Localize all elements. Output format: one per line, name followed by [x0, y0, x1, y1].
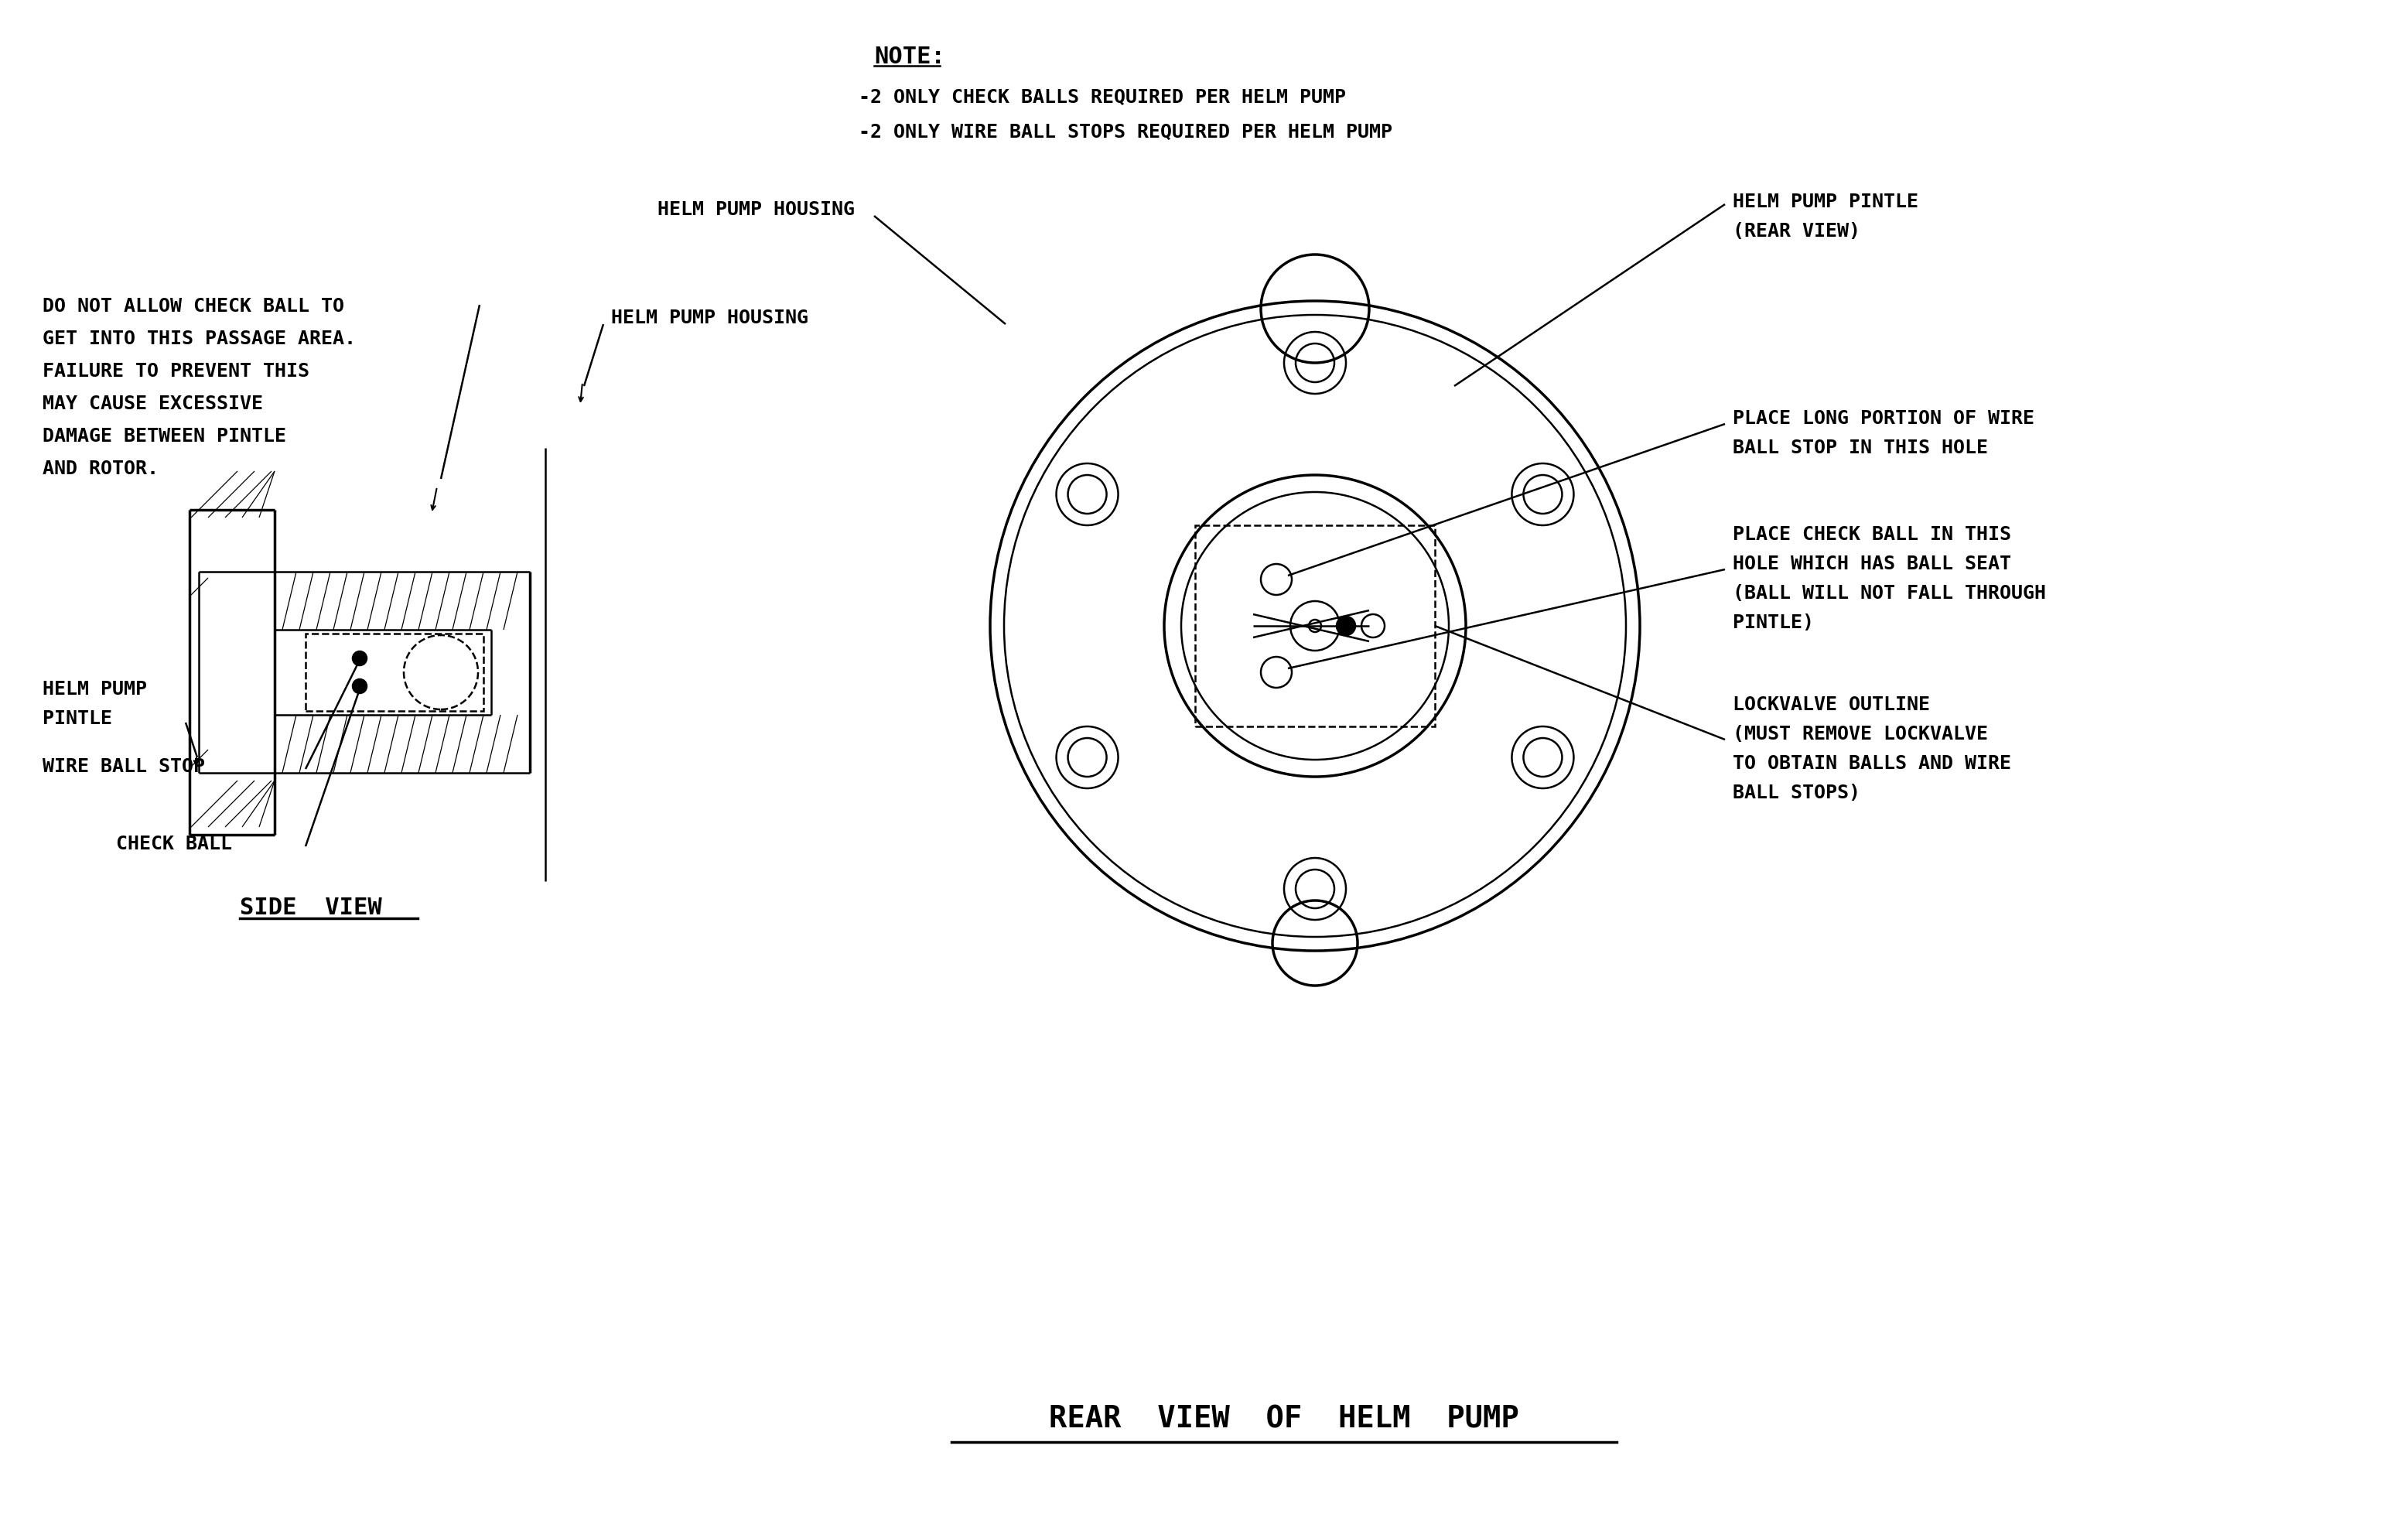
Text: (BALL WILL NOT FALL THROUGH: (BALL WILL NOT FALL THROUGH: [1734, 585, 2047, 603]
Text: WIRE BALL STOP: WIRE BALL STOP: [43, 758, 205, 776]
Text: HELM PUMP: HELM PUMP: [43, 680, 147, 698]
Text: FAILURE TO PREVENT THIS: FAILURE TO PREVENT THIS: [43, 361, 308, 381]
Text: PINTLE: PINTLE: [43, 709, 113, 727]
Text: DAMAGE BETWEEN PINTLE: DAMAGE BETWEEN PINTLE: [43, 427, 287, 446]
Circle shape: [352, 680, 366, 694]
Text: HELM PUMP PINTLE: HELM PUMP PINTLE: [1734, 193, 1919, 211]
Text: -2 ONLY CHECK BALLS REQUIRED PER HELM PUMP: -2 ONLY CHECK BALLS REQUIRED PER HELM PU…: [860, 89, 1346, 107]
Text: DO NOT ALLOW CHECK BALL TO: DO NOT ALLOW CHECK BALL TO: [43, 297, 344, 315]
Text: REAR  VIEW  OF  HELM  PUMP: REAR VIEW OF HELM PUMP: [1050, 1404, 1519, 1433]
Text: TO OBTAIN BALLS AND WIRE: TO OBTAIN BALLS AND WIRE: [1734, 755, 2011, 773]
Text: CHECK BALL: CHECK BALL: [116, 834, 231, 853]
Text: HOLE WHICH HAS BALL SEAT: HOLE WHICH HAS BALL SEAT: [1734, 554, 2011, 573]
Bar: [306, 634, 484, 710]
Text: NOTE:: NOTE:: [874, 46, 946, 67]
Circle shape: [1336, 617, 1356, 635]
Text: PINTLE): PINTLE): [1734, 614, 1813, 632]
Text: PLACE CHECK BALL IN THIS: PLACE CHECK BALL IN THIS: [1734, 525, 2011, 544]
Text: LOCKVALVE OUTLINE: LOCKVALVE OUTLINE: [1734, 695, 1929, 713]
Text: BALL STOP IN THIS HOLE: BALL STOP IN THIS HOLE: [1734, 439, 1989, 458]
Text: HELM PUMP HOUSING: HELM PUMP HOUSING: [612, 309, 809, 328]
Circle shape: [352, 651, 366, 666]
Text: -2 ONLY WIRE BALL STOPS REQUIRED PER HELM PUMP: -2 ONLY WIRE BALL STOPS REQUIRED PER HEL…: [860, 122, 1392, 141]
Text: HELM PUMP HOUSING: HELM PUMP HOUSING: [657, 201, 855, 219]
Text: (MUST REMOVE LOCKVALVE: (MUST REMOVE LOCKVALVE: [1734, 724, 1989, 744]
Text: MAY CAUSE EXCESSIVE: MAY CAUSE EXCESSIVE: [43, 395, 262, 413]
Text: SIDE  VIEW: SIDE VIEW: [241, 897, 383, 919]
Text: AND ROTOR.: AND ROTOR.: [43, 459, 159, 478]
Text: PLACE LONG PORTION OF WIRE: PLACE LONG PORTION OF WIRE: [1734, 409, 2035, 427]
Text: (REAR VIEW): (REAR VIEW): [1734, 222, 1861, 240]
Text: BALL STOPS): BALL STOPS): [1734, 784, 1861, 802]
Bar: [1194, 525, 1435, 726]
Text: GET INTO THIS PASSAGE AREA.: GET INTO THIS PASSAGE AREA.: [43, 329, 356, 348]
